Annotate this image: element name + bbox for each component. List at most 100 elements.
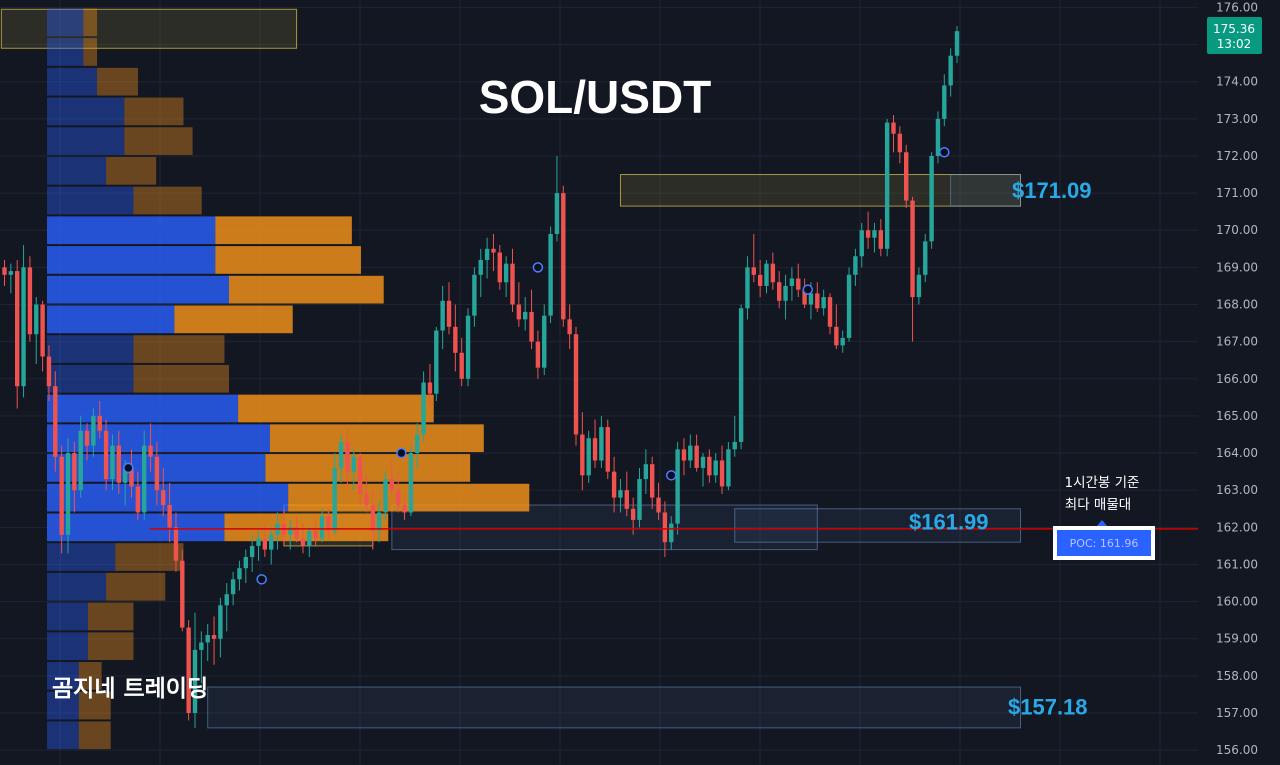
candle-body bbox=[307, 531, 312, 546]
candle-body bbox=[256, 538, 261, 546]
candle-body bbox=[351, 456, 356, 472]
candle-body bbox=[675, 449, 680, 524]
candle-body bbox=[53, 386, 58, 457]
price-tick-label: 169.00 bbox=[1216, 260, 1258, 274]
current-price-tag[interactable]: 175.36 13:02 bbox=[1207, 17, 1262, 54]
candle-body bbox=[357, 456, 363, 494]
candle-body bbox=[878, 230, 883, 249]
vp-sell-bar bbox=[133, 335, 225, 363]
candle-body bbox=[732, 441, 737, 450]
vp-buy-bar bbox=[47, 305, 175, 334]
signal-marker bbox=[532, 262, 544, 273]
candle-body bbox=[453, 326, 458, 353]
price-tick-label: 166.00 bbox=[1216, 372, 1258, 386]
chart-title: SOL/USDT bbox=[479, 71, 712, 123]
current-price-countdown: 13:02 bbox=[1217, 37, 1252, 51]
watermark: 곰지네 트레이딩 bbox=[52, 676, 208, 702]
zone-171-box bbox=[950, 174, 1022, 207]
candle-body bbox=[923, 241, 928, 275]
signal-marker bbox=[396, 447, 407, 459]
candle-body bbox=[523, 311, 528, 320]
price-tick-label: 172.00 bbox=[1216, 149, 1258, 163]
candle-body bbox=[142, 445, 147, 513]
candle-body bbox=[580, 434, 585, 476]
price-tick-label: 161.00 bbox=[1216, 557, 1258, 571]
candle-body bbox=[611, 471, 617, 498]
poc-pointer bbox=[1096, 520, 1108, 527]
vp-buy-bar bbox=[47, 364, 134, 393]
candle-body bbox=[427, 382, 433, 394]
vp-sell-bar bbox=[269, 424, 484, 453]
candle-body bbox=[681, 449, 687, 461]
vp-buy-bar bbox=[47, 186, 134, 215]
vp-sell-bar bbox=[229, 275, 384, 304]
candle-body bbox=[173, 527, 179, 561]
candle-body bbox=[122, 467, 128, 483]
vp-sell-bar bbox=[83, 38, 98, 66]
candle-body bbox=[326, 516, 331, 532]
candle-body bbox=[554, 193, 560, 234]
vp-sell-bar bbox=[174, 305, 293, 334]
candle-body bbox=[884, 122, 890, 249]
price-tick-label: 156.00 bbox=[1216, 743, 1258, 757]
candle-body bbox=[516, 304, 522, 320]
current-price-tag-bg bbox=[1207, 17, 1262, 54]
price-axis[interactable]: 156.00 157.00 158.00 159.00 160.00 161.00 162.… bbox=[1198, 0, 1280, 765]
vp-sell-bar bbox=[78, 662, 102, 690]
vp-sell-bar bbox=[83, 8, 98, 37]
vp-sell-bar bbox=[97, 67, 138, 96]
poc-note-line1: 1시간봉 기준 bbox=[1065, 475, 1140, 491]
candle-body bbox=[891, 122, 896, 134]
candle-body bbox=[319, 516, 325, 539]
candle-body bbox=[694, 445, 699, 468]
candle-body bbox=[948, 55, 953, 86]
price-tick-label: 174.00 bbox=[1216, 75, 1258, 89]
price-tick-label: 176.00 bbox=[1216, 0, 1258, 14]
candle-body bbox=[59, 456, 64, 535]
vp-sell-bar bbox=[87, 602, 134, 631]
candle-body bbox=[338, 441, 344, 468]
candle-body bbox=[916, 274, 922, 298]
candle-body bbox=[592, 438, 598, 461]
price-tick-label: 167.00 bbox=[1216, 335, 1258, 349]
candle-body bbox=[757, 274, 763, 286]
vp-sell-bar bbox=[78, 721, 111, 750]
candlesticks bbox=[2, 25, 960, 728]
candle-body bbox=[21, 267, 26, 387]
vp-sell-bar bbox=[106, 572, 166, 601]
candle-body bbox=[497, 252, 502, 283]
poc-badge[interactable]: POC: 161.96 bbox=[1053, 520, 1155, 560]
candle-body bbox=[935, 118, 941, 156]
candle-body bbox=[465, 315, 471, 379]
candle-body bbox=[224, 594, 229, 606]
candle-body bbox=[186, 627, 191, 714]
level-label-162: $161.99 bbox=[909, 510, 989, 535]
vp-buy-bar bbox=[47, 246, 216, 274]
candle-body bbox=[415, 434, 420, 454]
vp-buy-bar bbox=[47, 127, 125, 155]
vp-sell-bar bbox=[106, 156, 157, 185]
poc-note-line2: 최다 매물대 bbox=[1065, 497, 1131, 513]
candle-body bbox=[548, 233, 553, 316]
candle-body bbox=[764, 263, 769, 286]
candle-body bbox=[713, 460, 718, 476]
price-tick-label: 160.00 bbox=[1216, 595, 1258, 609]
candle-body bbox=[103, 430, 109, 480]
candle-body bbox=[180, 560, 185, 628]
candle-body bbox=[167, 505, 172, 528]
level-label-157: $157.18 bbox=[1008, 694, 1088, 719]
vp-buy-bar bbox=[47, 67, 98, 96]
candle-body bbox=[669, 523, 674, 543]
zone-162-right bbox=[734, 508, 1021, 543]
candle-body bbox=[84, 430, 90, 446]
candle-body bbox=[770, 263, 776, 283]
vp-buy-bar bbox=[47, 662, 79, 690]
current-price-label: 175.36 bbox=[1213, 22, 1255, 36]
candle-body bbox=[116, 445, 121, 483]
candle-body bbox=[719, 460, 725, 487]
candle-body bbox=[542, 315, 547, 368]
grid bbox=[0, 0, 1198, 765]
signal-marker bbox=[123, 462, 134, 474]
candle-body bbox=[440, 300, 445, 331]
